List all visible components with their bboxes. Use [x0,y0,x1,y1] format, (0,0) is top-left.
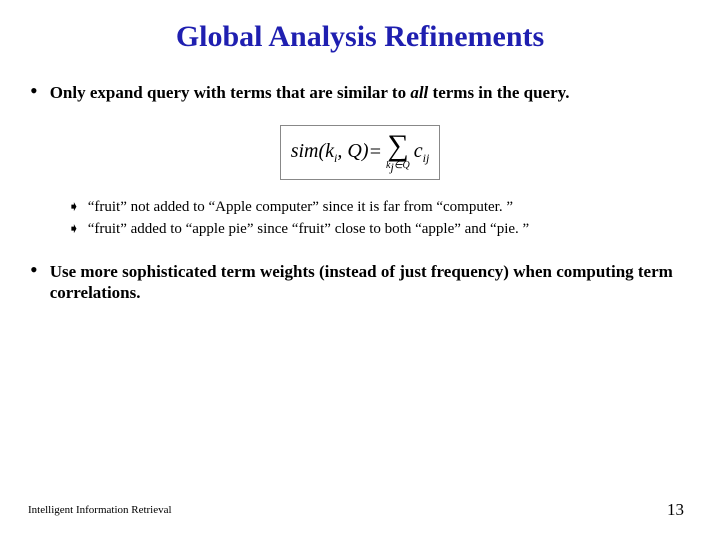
bullet-dot-icon: • [30,261,38,279]
rhs-sub: ij [423,151,430,165]
sigma-icon: ∑ [387,132,408,159]
sigma-block: ∑ kj∈Q [386,132,410,173]
bullet-text-2: Use more sophisticated term weights (ins… [50,261,690,304]
bullet-text-1: Only expand query with terms that are si… [50,82,570,103]
arrow-icon: ➧ [68,221,80,238]
formula-box: sim(ki, Q) = ∑ kj∈Q cij [280,125,441,180]
sum-rel: ∈Q [394,160,410,171]
formula-eq: = [369,141,383,164]
bullet-1-pre: Only expand query with terms that are si… [50,83,411,102]
footer-page-number: 13 [667,500,684,520]
bullet-item-2: • Use more sophisticated term weights (i… [30,261,690,304]
rhs-var: c [414,140,423,162]
arrow-icon: ➧ [68,199,80,216]
formula-rhs: cij [414,140,430,166]
sub-bullet-list: ➧ “fruit” not added to “Apple computer” … [68,198,690,239]
bullet-2-pre: Use more sophisticated term weights (ins… [50,262,673,302]
footer-left: Intelligent Information Retrieval [28,504,172,516]
bullet-1-emph: all [410,83,428,102]
sub-bullet-2: ➧ “fruit” added to “apple pie” since “fr… [68,220,690,239]
formula-arg1-sub: i [334,151,337,165]
sub-bullet-1: ➧ “fruit” not added to “Apple computer” … [68,198,690,217]
bullet-item-1: • Only expand query with terms that are … [30,82,690,103]
formula-container: sim(ki, Q) = ∑ kj∈Q cij [30,125,690,180]
formula-arg1: k [325,140,334,162]
sigma-under: kj∈Q [386,161,410,173]
formula-arg2: Q [347,140,361,162]
bullet-dot-icon: • [30,82,38,100]
sub-bullet-2-text: “fruit” added to “apple pie” since “frui… [88,220,529,239]
slide: Global Analysis Refinements • Only expan… [0,0,720,540]
formula-lhs: sim(ki, Q) [291,140,369,166]
sub-bullet-1-text: “fruit” not added to “Apple computer” si… [88,198,513,217]
formula-func: sim [291,140,319,162]
bullet-1-post: terms in the query. [428,83,569,102]
slide-title: Global Analysis Refinements [70,20,650,54]
